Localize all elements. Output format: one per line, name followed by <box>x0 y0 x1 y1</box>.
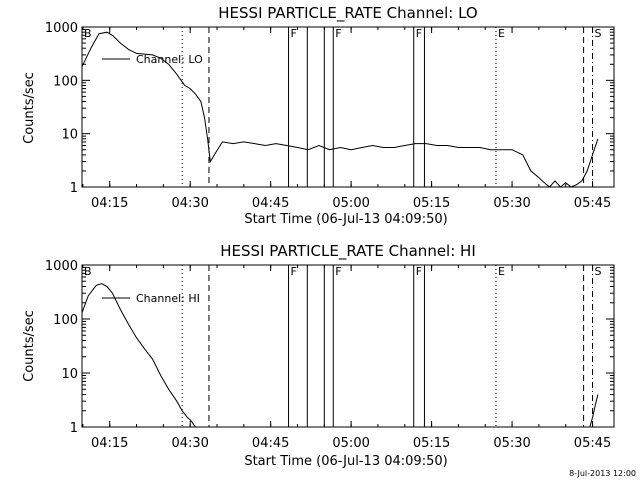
flag-marker-letter: B <box>84 265 92 278</box>
x-tick-label: 05:00 <box>332 196 369 211</box>
y-tick-label: 100 <box>53 74 78 89</box>
x-axis-label: Start Time (06-Jul-13 04:09:50) <box>244 454 447 469</box>
y-tick-label: 1000 <box>45 259 78 274</box>
x-tick-label: 05:15 <box>413 436 450 451</box>
y-tick-label: 1000 <box>45 21 78 36</box>
plot-frame <box>81 264 615 428</box>
x-axis-label: Start Time (06-Jul-13 04:09:50) <box>244 212 447 227</box>
x-tick-label: 05:45 <box>574 196 611 211</box>
flag-marker-letter: F <box>291 265 297 278</box>
y-axis-label: Counts/sec <box>22 310 37 382</box>
flag-marker-letter: F <box>291 27 297 40</box>
legend: Channel: HI <box>102 292 200 305</box>
y-tick-label: 1 <box>70 421 78 436</box>
series-line <box>81 283 196 428</box>
legend-entry-channel-lo: Channel: LO <box>136 53 203 66</box>
x-tick-label: 05:15 <box>413 196 450 211</box>
flag-marker-letter: B <box>84 27 92 40</box>
flag-marker-letter: S <box>595 27 602 40</box>
chart-title: HESSI PARTICLE_RATE Channel: LO <box>218 4 477 23</box>
series-line-tail <box>589 394 599 428</box>
flag-marker-letter: F <box>416 265 422 278</box>
y-tick-label: 10 <box>61 128 78 143</box>
panel-channel-lo: HESSI PARTICLE_RATE Channel: LO Counts/s… <box>22 4 615 227</box>
chart-title: HESSI PARTICLE_RATE Channel: HI <box>220 242 476 261</box>
x-tick-label: 04:30 <box>171 196 208 211</box>
y-tick-label: 1 <box>70 181 78 196</box>
x-tick-label: 04:45 <box>252 436 289 451</box>
flag-marker-letter: F <box>335 27 341 40</box>
x-tick-label: 05:00 <box>332 436 369 451</box>
legend-entry-channel-hi: Channel: HI <box>136 292 200 305</box>
axis-ticks: 04:15 04:30 04:45 05:00 05:15 05:30 05:45 1 10 10… <box>45 259 614 451</box>
x-tick-label: 05:30 <box>493 196 530 211</box>
x-tick-label: 05:45 <box>574 436 611 451</box>
x-tick-label: 04:30 <box>171 436 208 451</box>
legend: Channel: LO <box>102 53 203 66</box>
flag-marker-letter: F <box>416 27 422 40</box>
x-tick-label: 04:15 <box>91 196 128 211</box>
series-lines <box>81 283 599 428</box>
series-lines <box>81 31 599 188</box>
y-tick-label: 10 <box>61 367 78 382</box>
axis-ticks: 04:15 04:30 04:45 05:00 05:15 05:30 05:45 1 10 10… <box>45 21 614 211</box>
flag-marker-letter: E <box>498 27 505 40</box>
flag-marker-letter: S <box>595 265 602 278</box>
timestamp: 8-Jul-2013 12:00 <box>569 469 636 478</box>
x-tick-label: 04:45 <box>252 196 289 211</box>
series-line <box>81 31 599 188</box>
y-tick-label: 100 <box>53 313 78 328</box>
y-axis-label: Counts/sec <box>22 72 37 144</box>
flag-marker-letter: E <box>498 265 505 278</box>
plot-frame <box>81 26 615 188</box>
x-tick-label: 04:15 <box>91 436 128 451</box>
panel-channel-hi: HESSI PARTICLE_RATE Channel: HI Counts/s… <box>22 242 615 469</box>
x-tick-label: 05:30 <box>493 436 530 451</box>
flag-marker-letter: F <box>335 265 341 278</box>
